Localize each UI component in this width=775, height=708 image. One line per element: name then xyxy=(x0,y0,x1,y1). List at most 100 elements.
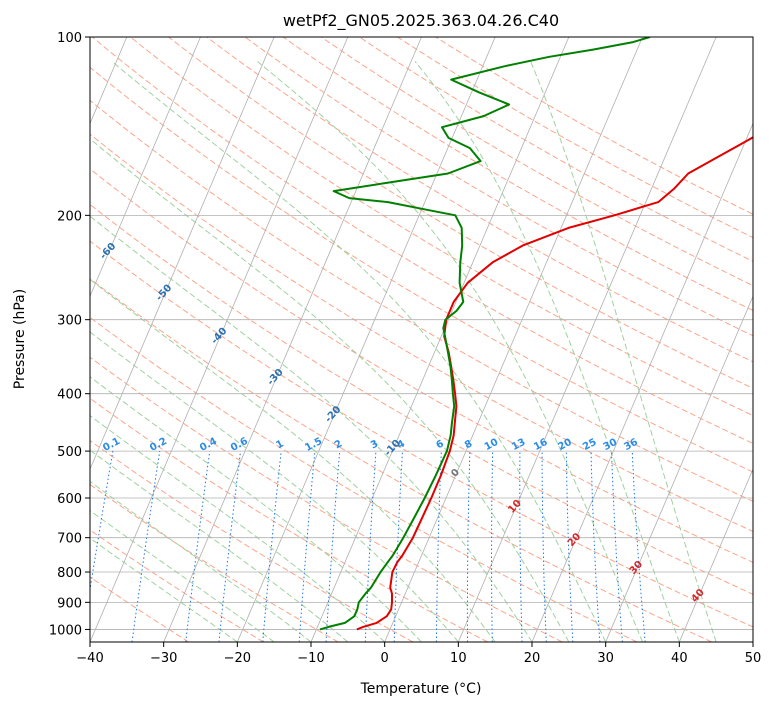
moist-adiabat-line xyxy=(90,415,386,642)
dry-adiabat-line xyxy=(168,37,753,389)
line-labels: 0.10.20.40.611.52346810131620253036-100-… xyxy=(0,165,707,605)
isotherm-line xyxy=(752,640,753,642)
moist-adiabat-line xyxy=(90,376,422,642)
plot-area: 0.10.20.40.611.52346810131620253036-100-… xyxy=(0,37,753,642)
dry-adiabat-line xyxy=(90,133,753,533)
x-tick-label: −30 xyxy=(150,651,177,666)
y-axis-title: Pressure (hPa) xyxy=(12,289,28,389)
dry-adiabat-line xyxy=(320,37,753,287)
moist-adiabat-line xyxy=(414,61,680,642)
isobars xyxy=(90,37,753,630)
moist-adiabat-line xyxy=(90,480,312,642)
dry-adiabat-line xyxy=(90,240,753,628)
mixing-ratio-label: 3 xyxy=(369,438,380,451)
isotherm-line xyxy=(236,37,496,642)
x-axis-ticks: −40 −30 −20 −10 0 10 20 30 40 50 xyxy=(76,642,761,666)
dry-adiabat-label: -50 xyxy=(154,283,174,304)
dry-adiabat-line xyxy=(90,356,563,642)
dewpoint-profile xyxy=(319,37,651,631)
dry-adiabat-label: -30 xyxy=(265,367,285,388)
dry-adiabat-label: -40 xyxy=(209,326,229,347)
mixing-ratio-line xyxy=(90,451,114,593)
y-tick-label: 900 xyxy=(57,596,82,611)
dry-adiabat-line xyxy=(90,529,264,642)
dry-adiabat-line xyxy=(282,37,753,312)
dry-adiabat-line xyxy=(90,440,414,642)
y-tick-label: 1000 xyxy=(49,623,82,638)
moist-adiabat-line xyxy=(90,537,238,642)
isotherm-line xyxy=(90,37,201,298)
moist-adiabat-line xyxy=(257,61,643,642)
y-tick-label: 400 xyxy=(57,388,82,403)
mixing-ratio-line xyxy=(185,451,211,642)
x-tick-label: 10 xyxy=(450,651,467,666)
y-tick-label: 200 xyxy=(57,209,82,224)
y-tick-label: 300 xyxy=(57,314,82,329)
isotherm-line xyxy=(605,295,753,642)
dry-adiabat-line xyxy=(206,37,753,363)
dry-adiabat-line xyxy=(130,37,753,417)
y-tick-label: 500 xyxy=(57,445,82,460)
moist-adiabat-label: 0 xyxy=(449,467,462,480)
moist-adiabats xyxy=(90,61,717,642)
x-tick-label: 50 xyxy=(745,651,762,666)
y-tick-label: 800 xyxy=(57,566,82,581)
dry-adiabat-line xyxy=(90,397,488,642)
mixing-ratio-label: 8 xyxy=(463,438,474,451)
isotherm-line xyxy=(531,122,753,642)
dry-adiabat-label: -60 xyxy=(98,241,118,262)
y-axis-ticks: 100 200 300 400 500 600 700 800 900 1000 xyxy=(49,31,90,638)
x-tick-label: −10 xyxy=(297,651,324,666)
x-axis-title: Temperature (°C) xyxy=(360,681,482,697)
isotherms xyxy=(90,37,753,642)
isotherm-line xyxy=(310,37,570,642)
dry-adiabats xyxy=(90,37,753,642)
dry-adiabat-line xyxy=(90,316,638,642)
temperature-profile xyxy=(356,136,753,631)
isotherm-line xyxy=(384,37,643,642)
isotherm-line xyxy=(457,37,717,642)
x-tick-label: 20 xyxy=(524,651,541,666)
mixing-ratio-line xyxy=(631,451,646,642)
isotherm-line xyxy=(90,37,349,642)
mixing-ratio-label: 25 xyxy=(581,437,598,453)
x-tick-label: 40 xyxy=(671,651,688,666)
dry-adiabat-line xyxy=(90,278,712,642)
moist-adiabat-line xyxy=(111,61,607,642)
moist-adiabat-line xyxy=(530,61,717,642)
dry-adiabat-line xyxy=(244,37,753,337)
x-tick-label: −40 xyxy=(76,651,103,666)
profiles xyxy=(319,37,753,631)
dry-adiabat-label: -80 xyxy=(0,165,3,186)
dry-adiabat-line xyxy=(435,37,753,215)
mixing-ratio-label: 16 xyxy=(532,437,549,453)
plot-frame xyxy=(89,36,754,643)
moist-adiabat-line xyxy=(90,215,533,642)
moist-adiabat-line xyxy=(90,278,496,642)
mixing-ratio-label: 20 xyxy=(556,437,573,453)
moist-adiabat-line xyxy=(90,331,459,642)
mixing-ratio-line xyxy=(519,451,523,642)
moist-adiabat-line xyxy=(90,138,570,642)
mixing-ratio-label: 10 xyxy=(483,437,500,453)
mixing-ratio-label: 6 xyxy=(435,438,446,451)
y-tick-label: 700 xyxy=(57,532,82,547)
mixing-ratio-label: 1 xyxy=(274,438,285,451)
x-tick-label: −20 xyxy=(224,651,251,666)
x-tick-label: 0 xyxy=(381,651,389,666)
dry-adiabat-line xyxy=(90,66,753,473)
y-tick-label: 100 xyxy=(57,31,82,46)
mixing-ratio-label: 36 xyxy=(622,437,639,453)
isotherm-line xyxy=(90,37,275,471)
mixing-ratio-lines xyxy=(90,451,646,642)
dry-adiabat-line xyxy=(90,576,190,642)
x-tick-label: 30 xyxy=(597,651,614,666)
mixing-ratio-label: 13 xyxy=(510,437,527,453)
mixing-ratio-line xyxy=(364,451,377,642)
mixing-ratio-label: 30 xyxy=(602,437,619,453)
moist-adiabat-label: 30 xyxy=(628,559,646,577)
mixing-ratio-label: 2 xyxy=(333,438,344,451)
moist-adiabat-line xyxy=(90,449,349,642)
dry-adiabat-line xyxy=(359,37,753,262)
